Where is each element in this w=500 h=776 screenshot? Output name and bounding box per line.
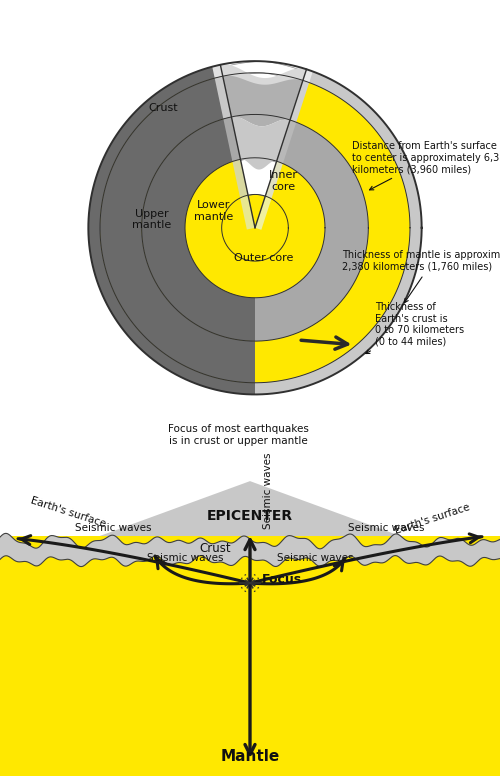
Polygon shape <box>223 75 303 126</box>
Text: Seismic waves: Seismic waves <box>277 553 353 563</box>
Text: EPICENTER: EPICENTER <box>207 509 293 523</box>
Polygon shape <box>266 161 283 198</box>
Polygon shape <box>232 159 248 197</box>
Polygon shape <box>232 116 290 169</box>
Text: Earth's surface: Earth's surface <box>393 502 471 535</box>
Text: Crust: Crust <box>199 542 231 556</box>
Polygon shape <box>0 536 500 776</box>
Text: Earth's surface: Earth's surface <box>29 496 107 529</box>
Text: Lower
mantle: Lower mantle <box>194 200 233 222</box>
Polygon shape <box>255 196 272 230</box>
Text: Thickness of
Earth's crust is
0 to 70 kilometers
(0 to 44 miles): Thickness of Earth's crust is 0 to 70 ki… <box>366 302 464 354</box>
Text: Mantle: Mantle <box>220 749 280 764</box>
Polygon shape <box>240 196 255 230</box>
Polygon shape <box>222 195 288 261</box>
Text: Seismic waves: Seismic waves <box>147 553 223 563</box>
Polygon shape <box>88 61 255 394</box>
Polygon shape <box>100 73 255 383</box>
Text: Seismic waves: Seismic waves <box>75 523 152 533</box>
Polygon shape <box>255 61 422 394</box>
Polygon shape <box>185 158 255 298</box>
Polygon shape <box>290 81 309 122</box>
Text: Thickness of mantle is approximately
2,380 kilometers (1,760 miles): Thickness of mantle is approximately 2,3… <box>342 251 500 303</box>
Text: Crust: Crust <box>148 102 178 113</box>
Polygon shape <box>303 69 313 82</box>
Polygon shape <box>255 69 422 394</box>
Polygon shape <box>255 73 410 383</box>
Text: Focus of most earthquakes
is in crust or upper mantle: Focus of most earthquakes is in crust or… <box>168 424 309 446</box>
Polygon shape <box>88 61 255 394</box>
Text: Inner
core: Inner core <box>269 170 298 192</box>
Text: Seismic waves: Seismic waves <box>348 523 425 533</box>
Polygon shape <box>212 64 223 78</box>
Text: Focus: Focus <box>262 573 302 586</box>
Polygon shape <box>142 114 255 341</box>
Polygon shape <box>276 120 296 163</box>
Text: Seismic waves: Seismic waves <box>263 453 273 529</box>
Polygon shape <box>255 158 325 298</box>
Polygon shape <box>214 76 232 119</box>
Text: Upper
mantle: Upper mantle <box>132 209 172 230</box>
Polygon shape <box>88 64 255 394</box>
Polygon shape <box>88 61 421 394</box>
Text: Distance from Earth's surface
to center is approximately 6,370
kilometers (3,960: Distance from Earth's surface to center … <box>352 141 500 190</box>
Text: Outer core: Outer core <box>234 253 293 263</box>
Polygon shape <box>220 64 306 90</box>
Polygon shape <box>220 61 306 228</box>
Polygon shape <box>224 117 240 161</box>
Polygon shape <box>255 114 368 341</box>
Polygon shape <box>0 481 500 576</box>
